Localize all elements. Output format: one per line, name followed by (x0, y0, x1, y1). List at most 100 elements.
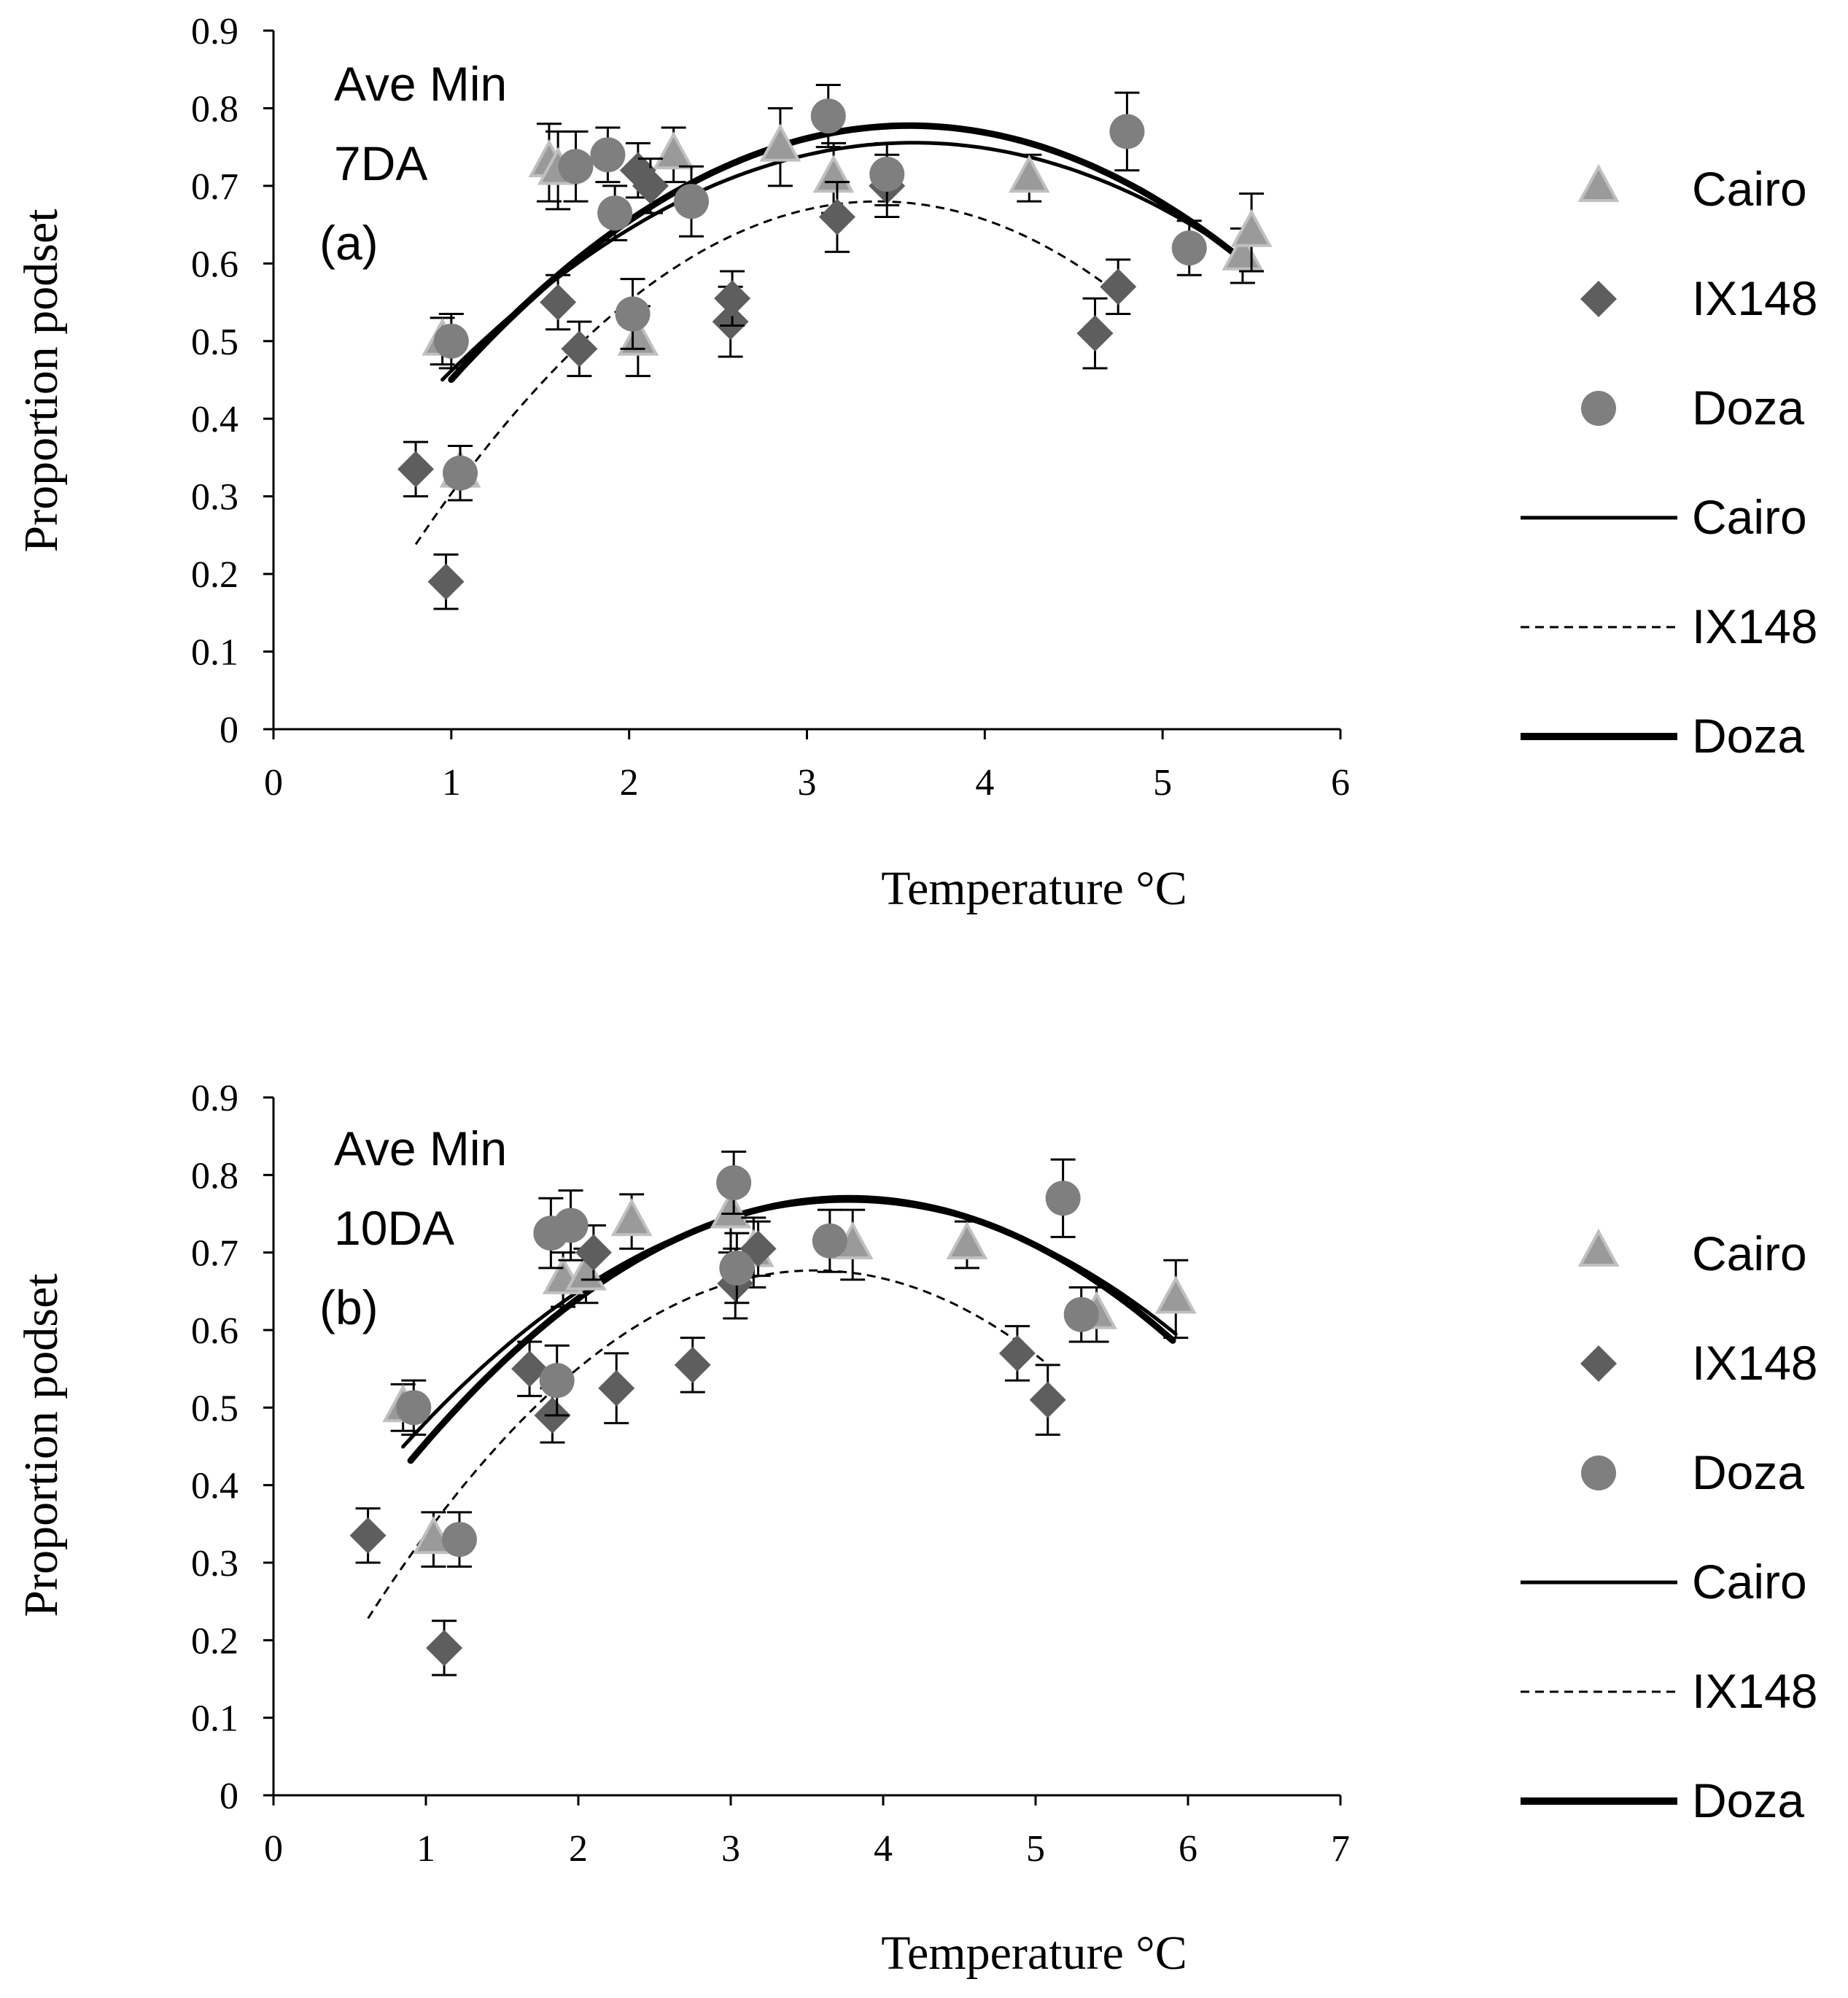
circle-marker (553, 1208, 589, 1243)
point-doza (441, 1511, 477, 1568)
x-tick-label: 6 (1331, 762, 1350, 804)
circle-marker (396, 1390, 432, 1426)
diamond-marker (397, 451, 435, 488)
point-ix148 (349, 1507, 387, 1564)
diamond-marker (511, 1350, 548, 1388)
point-ix148 (575, 1224, 612, 1281)
y-tick-label: 0.5 (191, 1388, 238, 1429)
diamond-marker (561, 330, 598, 368)
y-tick-label: 0.6 (191, 244, 238, 285)
circle-marker (597, 195, 633, 231)
point-doza (553, 1189, 589, 1262)
point-doza (812, 1208, 847, 1273)
point-cairo (759, 106, 801, 187)
legend-label: IX148 (1692, 599, 1817, 653)
point-ix148 (397, 440, 435, 498)
legend-item-ix148-fit: IX148 (1521, 599, 1817, 653)
panel-a: Proportion podset Temperature °C Ave Min… (15, 11, 1817, 915)
x-tick-label: 3 (721, 1828, 740, 1870)
x-tick-label: 5 (1026, 1828, 1045, 1870)
point-doza (590, 126, 626, 184)
diamond-marker (427, 563, 465, 600)
y-tick-label: 0.7 (191, 166, 238, 208)
circle-marker (1045, 1181, 1081, 1216)
triangle-marker (1230, 209, 1273, 247)
diamond-marker (349, 1517, 387, 1554)
annotation-line-2: 10DA (334, 1201, 454, 1255)
legend-label: Cairo (1692, 162, 1807, 216)
point-ix148 (632, 158, 669, 214)
legend-diamond-marker (1580, 1345, 1617, 1382)
annotation-line-2: 7DA (334, 136, 427, 190)
point-ix148 (1029, 1364, 1066, 1437)
panel-b: Proportion podset Temperature °C Ave Min… (15, 1078, 1817, 1980)
diamond-marker (998, 1334, 1036, 1372)
diamond-marker (674, 1346, 711, 1383)
diamond-marker (598, 1369, 635, 1407)
y-tick-label: 0.6 (191, 1310, 238, 1352)
diamond-marker (632, 167, 669, 204)
legend-item-ix148-fit: IX148 (1521, 1664, 1817, 1718)
fit-lines (367, 1194, 1178, 1620)
point-ix148 (1100, 258, 1137, 316)
x-tick-label: 5 (1153, 762, 1172, 804)
point-doza (1045, 1158, 1081, 1238)
diamond-marker (818, 198, 855, 236)
point-doza (597, 184, 633, 241)
diamond-marker (575, 1234, 612, 1271)
y-tick-label: 0.4 (191, 399, 238, 440)
x-tick-label: 2 (620, 762, 639, 804)
circle-marker (590, 137, 626, 173)
annotation-line-3: (b) (319, 1280, 378, 1334)
circle-marker (674, 184, 710, 219)
circle-marker (869, 156, 905, 192)
point-cairo (610, 1193, 653, 1250)
legend-item-cairo-fit: Cairo (1521, 490, 1807, 544)
legend-item-cairo-fit: Cairo (1521, 1555, 1807, 1609)
axes: 0 0.1 0.2 0.3 0.4 0.5 0.6 0.7 0.8 0.9 0 1 2 3 4 5 6 7 (191, 1078, 1350, 1870)
y-tick-label: 0.1 (191, 1698, 238, 1740)
x-tick-label: 7 (1331, 1828, 1350, 1870)
circle-marker (716, 1165, 752, 1200)
legend-circle-marker (1581, 391, 1616, 426)
point-ix148 (674, 1337, 711, 1393)
point-ix148 (714, 270, 751, 327)
triangle-marker (617, 317, 659, 356)
y-tick-label: 0.3 (191, 477, 238, 518)
y-tick-label: 0.9 (191, 11, 238, 53)
diamond-marker (426, 1629, 463, 1666)
point-cairo (653, 126, 694, 184)
x-tick-label: 0 (264, 1828, 283, 1870)
x-axis-title: Temperature °C (881, 862, 1187, 915)
legend-item-cairo-points: Cairo (1577, 162, 1807, 216)
legend-diamond-marker (1580, 281, 1617, 317)
point-doza (716, 1150, 752, 1215)
point-cairo (1008, 153, 1050, 203)
x-axis-title: Temperature °C (881, 1927, 1187, 1980)
annotation-line-1: Ave Min (334, 57, 507, 111)
y-tick-label: 0.2 (191, 1620, 238, 1662)
circle-marker (615, 296, 651, 332)
point-doza (1109, 91, 1145, 172)
fit-line-doza (448, 122, 1255, 384)
legend-label: Doza (1692, 1445, 1804, 1499)
point-ix148 (818, 181, 855, 253)
fit-line-doza (407, 1194, 1176, 1464)
legend-item-ix148-points: IX148 (1580, 1336, 1817, 1390)
point-doza (1171, 219, 1207, 276)
y-tick-label: 0.3 (191, 1543, 238, 1585)
legend-item-doza-points: Doza (1581, 1445, 1804, 1499)
circle-marker (810, 98, 846, 134)
legend: Cairo IX148 Doza Cairo IX148 Doza (1521, 1227, 1817, 1827)
legend-item-doza-fit: Doza (1521, 1773, 1804, 1827)
point-ix148 (427, 553, 465, 610)
point-doza (539, 1344, 575, 1417)
annotation-line-3: (a) (319, 216, 378, 270)
triangle-marker (1154, 1275, 1197, 1314)
circle-marker (719, 1250, 755, 1286)
point-doza (674, 165, 710, 238)
point-cairo (1230, 193, 1273, 273)
diamond-marker (714, 280, 751, 317)
point-doza (869, 141, 905, 206)
